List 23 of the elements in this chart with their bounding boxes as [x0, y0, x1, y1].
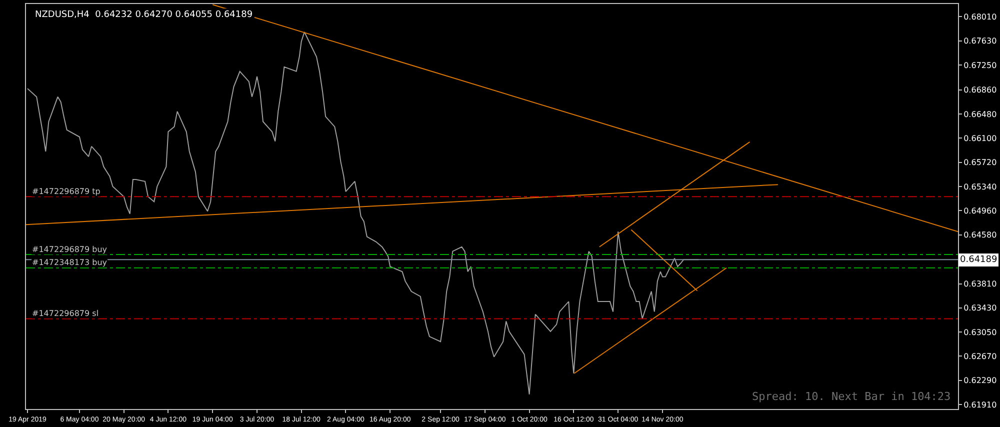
y-tick-label: 0.63050 — [964, 328, 997, 337]
text: NZDUSD,H4 0.64232 0.64270 0.64055 0.64189 — [35, 10, 253, 20]
y-tick-label: 0.63430 — [964, 304, 997, 313]
y-tick-label: 0.61910 — [964, 400, 997, 410]
ref-line-label: #1472348173 buy — [32, 258, 108, 267]
ref-line-label: #1472296879 sl — [32, 309, 99, 318]
y-tick-label: 0.63810 — [964, 280, 997, 289]
y-tick-label: 0.67630 — [964, 36, 997, 46]
y-tick-label: 0.62670 — [964, 352, 997, 362]
y-tick-label: 0.65340 — [964, 182, 997, 192]
y-tick-label: 0.66100 — [964, 134, 997, 143]
y-tick-label: 0.67250 — [964, 60, 997, 70]
ref-line-label: 0.64189 — [960, 255, 998, 265]
y-tick-label: 0.68010 — [964, 12, 997, 22]
ref-line-label: #1472296879 buy — [32, 245, 108, 254]
y-tick-label: 0.65720 — [964, 158, 997, 168]
ref-line-label: #1472296879 tp — [32, 187, 100, 196]
annotation: Spread: 10. Next Bar in 104:23 — [752, 390, 951, 403]
y-tick-label: 0.62290 — [964, 376, 997, 386]
y-tick-label: 0.66480 — [964, 110, 997, 119]
y-tick-label: 0.66860 — [964, 86, 997, 95]
y-tick-label: 0.64580 — [964, 230, 997, 240]
y-tick-label: 0.64960 — [964, 206, 997, 216]
